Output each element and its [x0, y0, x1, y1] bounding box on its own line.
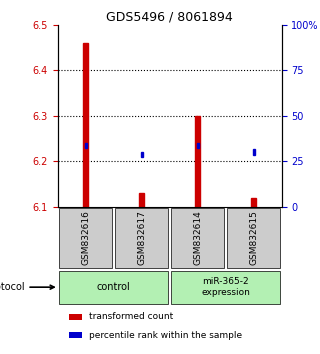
FancyBboxPatch shape: [171, 271, 280, 303]
Bar: [140, 193, 144, 207]
Bar: [252, 198, 256, 207]
Bar: [69, 332, 82, 338]
Text: GSM832616: GSM832616: [81, 210, 90, 265]
FancyBboxPatch shape: [227, 208, 280, 268]
Bar: [84, 143, 87, 148]
Bar: [69, 314, 82, 320]
Text: miR-365-2
expression: miR-365-2 expression: [201, 277, 250, 297]
Text: protocol: protocol: [0, 282, 54, 292]
Text: GSM832617: GSM832617: [137, 210, 146, 265]
FancyBboxPatch shape: [59, 271, 168, 303]
Bar: [140, 152, 143, 157]
Title: GDS5496 / 8061894: GDS5496 / 8061894: [106, 11, 233, 24]
FancyBboxPatch shape: [59, 208, 113, 268]
Text: GSM832615: GSM832615: [249, 210, 258, 265]
Bar: [195, 116, 200, 207]
Bar: [196, 143, 199, 148]
FancyBboxPatch shape: [171, 208, 225, 268]
Text: control: control: [97, 282, 131, 292]
FancyBboxPatch shape: [115, 208, 168, 268]
Text: GSM832614: GSM832614: [193, 210, 202, 265]
Text: transformed count: transformed count: [89, 313, 173, 321]
Bar: [83, 43, 88, 207]
Bar: [252, 149, 255, 155]
Text: percentile rank within the sample: percentile rank within the sample: [89, 331, 242, 340]
